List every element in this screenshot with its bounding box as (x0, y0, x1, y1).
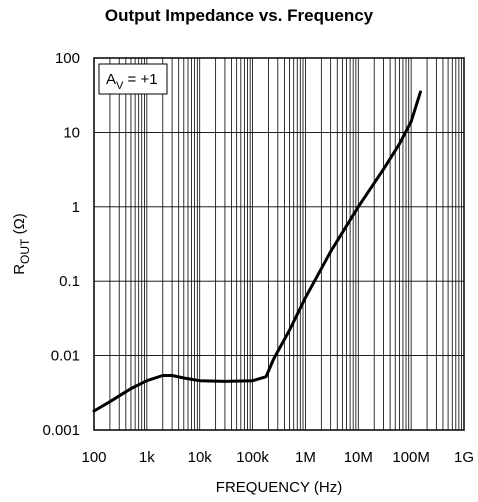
y-tick-label: 1 (72, 199, 80, 216)
chart-title: Output Impedance vs. Frequency (104, 6, 374, 25)
y-tick-label: 0.001 (42, 422, 80, 439)
series-layer (92, 90, 422, 413)
y-label-sub: OUT (18, 238, 32, 264)
x-tick-labels: 100 1k 10k 100k 1M 10M 100M 1G (81, 449, 474, 466)
annotation-frame (98, 63, 168, 95)
x-tick-label: 10M (344, 449, 373, 466)
y-tick-label: 0.1 (59, 273, 80, 290)
plot-border (93, 57, 465, 431)
grid (93, 58, 464, 430)
gain-annotation: AV = +1 (106, 71, 158, 92)
x-tick-label: 100k (236, 449, 269, 466)
x-tick-label: 1M (295, 449, 316, 466)
annotation-sub: V (116, 80, 124, 92)
impedance-curve (92, 90, 422, 413)
x-tick-label: 100 (81, 449, 106, 466)
x-axis-label: FREQUENCY (Hz) (216, 479, 342, 496)
y-label-rest: (Ω) (11, 213, 28, 238)
x-tick-label: 1G (454, 449, 474, 466)
annotation-box: AV = +1 (98, 63, 168, 95)
y-tick-label: 100 (55, 50, 80, 67)
annotation-rest: = +1 (123, 71, 157, 88)
y-tick-labels: 0.001 0.01 0.1 1 10 100 (42, 50, 80, 439)
x-tick-label: 1k (139, 449, 155, 466)
y-axis-label: ROUT (Ω) (11, 213, 32, 275)
y-tick-label: 0.01 (51, 348, 80, 365)
annotation-main: A (106, 71, 116, 88)
x-tick-label: 10k (188, 449, 213, 466)
y-tick-label: 10 (63, 124, 80, 141)
y-label-main: R (11, 264, 28, 275)
x-tick-label: 100M (392, 449, 430, 466)
